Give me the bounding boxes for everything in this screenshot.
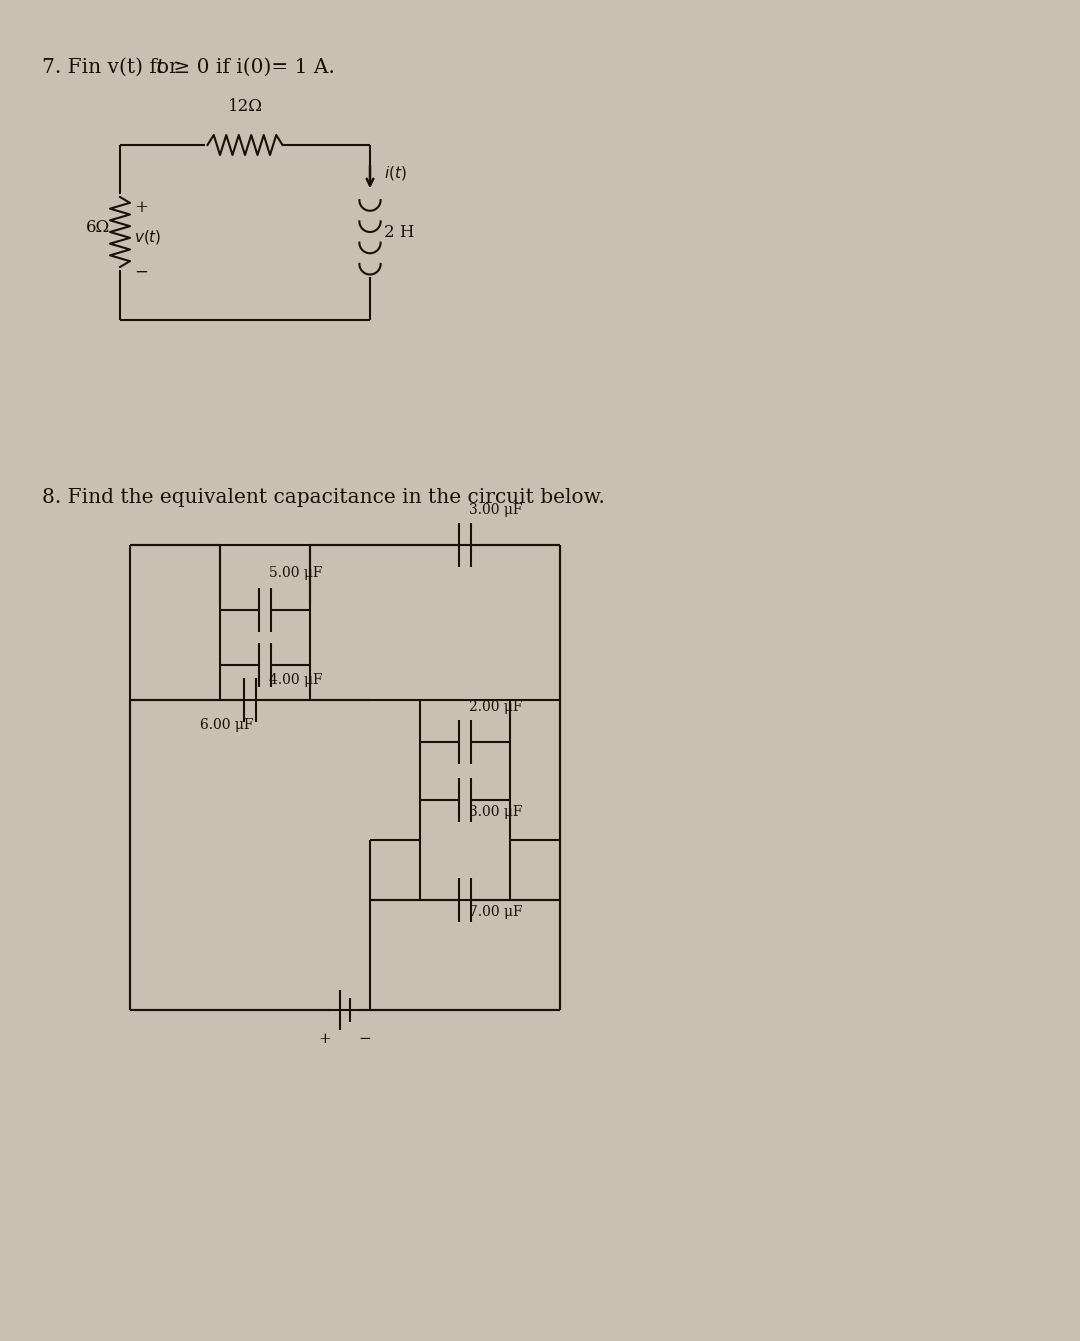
- Text: $t$: $t$: [156, 58, 165, 76]
- Text: 4.00 μF: 4.00 μF: [269, 673, 323, 687]
- Text: $i(t)$: $i(t)$: [384, 164, 407, 182]
- Text: $v(t)$: $v(t)$: [134, 228, 162, 245]
- Text: 3.00 μF: 3.00 μF: [469, 805, 523, 819]
- Text: 2 H: 2 H: [384, 224, 415, 240]
- Text: 2.00 μF: 2.00 μF: [469, 700, 523, 713]
- Text: 3.00 μF: 3.00 μF: [469, 503, 523, 518]
- Text: 8. Find the equivalent capacitance in the circuit below.: 8. Find the equivalent capacitance in th…: [42, 488, 605, 507]
- Text: +: +: [134, 198, 148, 216]
- Text: 7.00 μF: 7.00 μF: [469, 905, 523, 919]
- Text: −: −: [359, 1033, 372, 1046]
- Text: 6.00 μF: 6.00 μF: [200, 717, 254, 732]
- Text: ≥ 0 if i(0)= 1 A.: ≥ 0 if i(0)= 1 A.: [167, 58, 335, 76]
- Text: 7. Fin v(t) for: 7. Fin v(t) for: [42, 58, 185, 76]
- Text: 6Ω: 6Ω: [85, 219, 110, 236]
- Text: +: +: [319, 1033, 332, 1046]
- Text: 5.00 μF: 5.00 μF: [269, 566, 323, 581]
- Text: −: −: [134, 263, 148, 280]
- Text: 12Ω: 12Ω: [228, 98, 262, 115]
